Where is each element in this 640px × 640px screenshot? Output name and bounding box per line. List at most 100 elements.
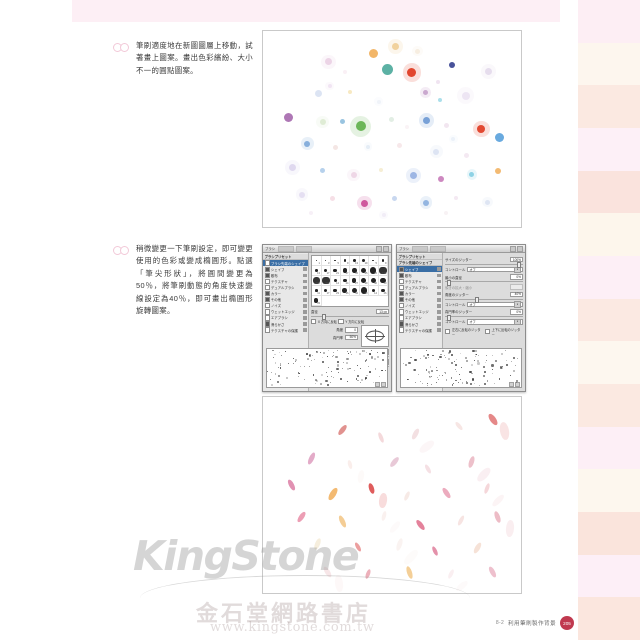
brush-option-7[interactable]: その他 [397, 297, 442, 303]
lock-icon[interactable] [302, 304, 307, 308]
brush-tip-cell[interactable]: 5 [331, 256, 341, 266]
brush-tip-cell[interactable]: 300 [321, 276, 331, 286]
brush-option-3[interactable]: 散布 [397, 272, 442, 279]
chevron-down-icon[interactable]: ▾ [514, 318, 521, 326]
brush-tip-cell[interactable]: 27 [340, 266, 350, 276]
brush-option-8[interactable]: ノイズ [263, 303, 308, 309]
brush-option-2[interactable]: シェイプ [263, 266, 308, 272]
lock-icon[interactable] [436, 291, 441, 296]
brush-tip-cell[interactable]: 3 [321, 256, 331, 266]
brush-option-6[interactable]: カラー [263, 290, 308, 297]
diameter-value[interactable]: 13 px [376, 309, 389, 315]
lock-icon[interactable] [302, 267, 307, 272]
brush-tip-cell[interactable]: 17 [321, 286, 331, 296]
roundness-jitter-slider[interactable] [445, 314, 523, 321]
flip-x-jitter-checkbox[interactable] [445, 329, 451, 335]
brush-tip-cell[interactable]: 19 [359, 256, 369, 266]
roundness-jitter-row[interactable]: 真円率のジッター 0% [445, 309, 523, 315]
lock-icon[interactable] [436, 310, 441, 314]
roundness-row[interactable]: 真円率 50% [311, 334, 358, 341]
lock-icon[interactable] [436, 304, 441, 308]
brush-option-0[interactable]: ブラシプリセット [263, 254, 308, 261]
size-control-row[interactable]: コントロール オフ ▾ [445, 266, 523, 273]
option-checkbox[interactable] [398, 327, 404, 333]
brush-tip-cell[interactable]: 14 [331, 276, 341, 286]
brush-tip-cell[interactable]: 23 [331, 286, 341, 296]
brush-tip-cell[interactable]: 26 [378, 286, 388, 296]
diameter-slider[interactable] [311, 314, 389, 321]
brush-tip-cell[interactable]: 59 [378, 276, 388, 286]
roundness-control-select[interactable]: オフ ▾ [467, 318, 523, 326]
size-jitter-value[interactable]: 100% [510, 257, 523, 263]
brush-tip-cell[interactable]: 33 [312, 296, 322, 306]
dialog-tab-strip[interactable] [278, 245, 313, 252]
brush-option-9[interactable]: ウェットエッジ [397, 309, 442, 315]
brush-option-0[interactable]: ブラシプリセット [397, 254, 442, 261]
roundness-control-row[interactable]: コントロール オフ ▾ [445, 318, 523, 326]
chevron-down-icon[interactable]: ▾ [514, 301, 521, 308]
brush-option-5[interactable]: デュアルブラシ [397, 284, 442, 291]
brush-tip-cell[interactable]: 36 [340, 286, 350, 296]
size-jitter-row[interactable]: サイズのジッター 100% [445, 257, 523, 263]
brush-option-8[interactable]: ノイズ [397, 303, 442, 309]
option-checkbox[interactable] [398, 303, 404, 309]
brush-tip-cell[interactable]: 35 [350, 266, 360, 276]
option-checkbox[interactable] [264, 327, 270, 333]
preview-buttons[interactable] [375, 381, 386, 387]
dialog-titlebar[interactable]: ブラシ [397, 245, 525, 253]
option-checkbox[interactable] [398, 272, 404, 279]
brush-tip-cell[interactable]: 1 [312, 256, 322, 266]
option-checkbox[interactable] [264, 278, 270, 285]
brush-tip-cell[interactable]: 65 [369, 266, 379, 276]
lock-icon[interactable] [302, 310, 307, 314]
brush-dialog-shape-dynamics[interactable]: ブラシ ブラシプリセット ブラシ先端のシェイプ シェイプ 散布 テクスチャ デュアルブラシ… [396, 244, 526, 392]
brush-option-5[interactable]: デュアルブラシ [263, 284, 308, 291]
brush-tip-cell[interactable]: 46 [369, 276, 379, 286]
preview-buttons[interactable] [509, 381, 520, 387]
angle-row[interactable]: 角度 0 [311, 327, 358, 333]
brush-dialog-tip-shape[interactable]: ブラシ ブラシプリセット ブラシ先端のシェイプ シェイプ 散布 テクスチャ デュアルブラシ… [262, 244, 392, 392]
angle-control-row[interactable]: コントロール オフ ▾ [445, 301, 523, 308]
brush-tip-cell[interactable]: 200 [312, 276, 322, 286]
lock-icon[interactable] [302, 291, 307, 296]
brush-angle-preview[interactable] [361, 325, 389, 348]
flip-y-checkbox[interactable] [338, 318, 344, 325]
brush-option-6[interactable]: カラー [397, 290, 442, 297]
option-checkbox[interactable] [264, 303, 270, 309]
brush-option-11[interactable]: 滑らかさ [263, 321, 308, 327]
flip-x-checkbox[interactable] [311, 318, 317, 325]
brush-option-7[interactable]: その他 [263, 297, 308, 303]
option-checkbox[interactable] [398, 284, 404, 291]
flip-jitter-row[interactable]: 左右に反転のジッター 上下に反転のジッター [445, 327, 523, 337]
size-jitter-slider[interactable] [445, 262, 523, 269]
brush-option-4[interactable]: テクスチャ [263, 278, 308, 285]
angle-value[interactable]: 0 [345, 327, 358, 333]
brush-tip-cell[interactable]: 39 [359, 276, 369, 286]
lock-icon[interactable] [302, 328, 307, 332]
option-checkbox[interactable] [264, 309, 270, 315]
brush-option-4[interactable]: テクスチャ [397, 278, 442, 285]
option-checkbox[interactable] [264, 321, 270, 327]
brush-tip-cell[interactable]: 27 [350, 276, 360, 286]
brush-option-list[interactable]: ブラシプリセット ブラシ先端のシェイプ シェイプ 散布 テクスチャ デュアルブラシ カラーそ… [263, 253, 309, 391]
size-control-select[interactable]: オフ ▾ [467, 266, 523, 273]
brush-tip-cell[interactable]: 14 [369, 286, 379, 296]
lock-icon[interactable] [302, 279, 307, 284]
angle-jitter-value[interactable]: 40% [510, 291, 523, 298]
lock-icon[interactable] [436, 285, 441, 290]
dialog-titlebar[interactable]: ブラシ [263, 245, 391, 253]
brush-tip-cell[interactable]: 44 [350, 286, 360, 296]
brush-option-3[interactable]: 散布 [263, 272, 308, 279]
angle-jitter-row[interactable]: 角度のジッター 40% [445, 291, 523, 298]
brush-tip-cell[interactable]: 100 [378, 266, 388, 276]
option-checkbox[interactable] [264, 290, 270, 297]
option-checkbox[interactable] [264, 266, 270, 272]
option-checkbox[interactable] [264, 315, 270, 321]
brush-tip-cell[interactable]: 60 [359, 286, 369, 296]
lock-icon[interactable] [302, 285, 307, 290]
lock-icon[interactable] [436, 297, 441, 302]
lock-icon[interactable] [302, 316, 307, 320]
brush-tip-cell[interactable]: 17 [321, 266, 331, 276]
option-checkbox[interactable] [398, 278, 404, 285]
lock-icon[interactable] [302, 322, 307, 326]
